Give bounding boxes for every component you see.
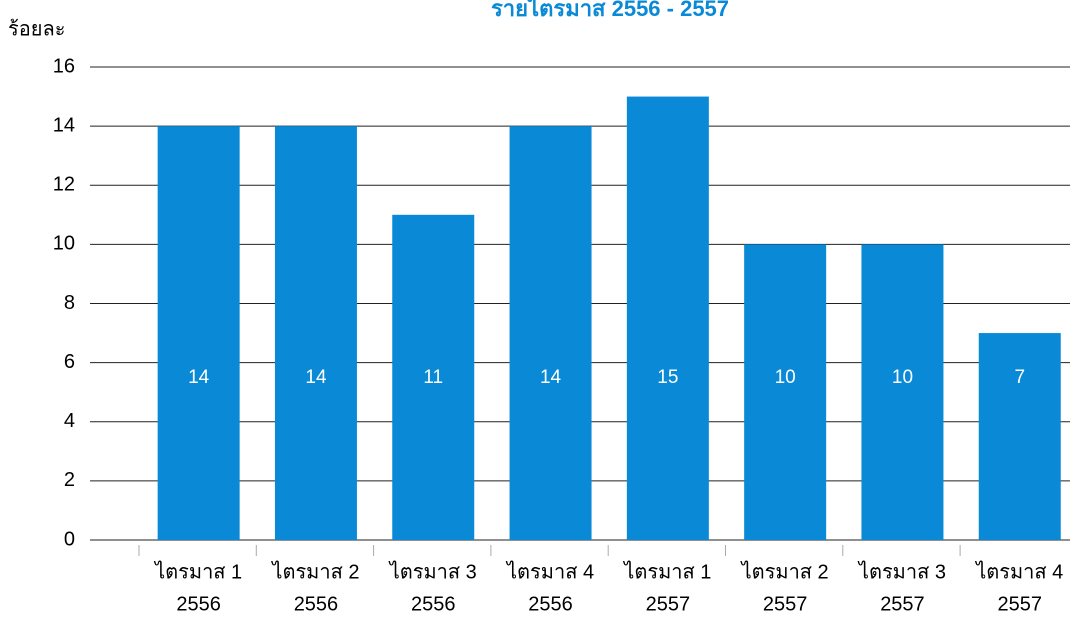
- chart-title: รายไตรมาส 2556 - 2557: [491, 0, 729, 21]
- value-label: 15: [657, 367, 678, 388]
- x-tick-label: 2557: [646, 593, 691, 615]
- y-tick-label: 4: [64, 410, 75, 432]
- x-tick-label: 2556: [411, 593, 456, 615]
- x-tick-label: ไตรมาส 3: [388, 560, 477, 583]
- y-tick-label: 14: [53, 114, 75, 136]
- bar: [392, 214, 475, 540]
- x-tick-label: ไตรมาส 2: [270, 560, 359, 583]
- y-tick-label: 6: [64, 351, 75, 373]
- value-label: 14: [305, 367, 327, 388]
- value-label: 11: [423, 367, 443, 388]
- bar: [861, 244, 944, 540]
- y-tick-label: 12: [53, 174, 75, 196]
- value-label: 10: [892, 367, 913, 388]
- bar: [626, 96, 709, 540]
- x-tick-label: ไตรมาส 3: [857, 560, 946, 583]
- y-tick-label: 0: [64, 528, 75, 550]
- value-label: 14: [540, 367, 562, 388]
- y-tick-label: 16: [53, 55, 75, 77]
- y-tick-label: 10: [53, 233, 75, 255]
- x-tick-label: 2557: [763, 593, 808, 615]
- bar: [274, 126, 357, 540]
- bar: [744, 244, 827, 540]
- x-tick-label: 2556: [294, 593, 339, 615]
- value-label: 14: [188, 367, 210, 388]
- bar: [509, 126, 592, 540]
- x-tick-label: ไตรมาส 1: [622, 560, 711, 583]
- y-tick-label: 8: [64, 292, 75, 314]
- x-tick-label: 2556: [176, 593, 221, 615]
- x-tick-label: 2557: [880, 593, 925, 615]
- x-tick-label: ไตรมาส 4: [974, 560, 1063, 583]
- bar: [978, 333, 1061, 540]
- x-tick-label: ไตรมาส 4: [505, 560, 594, 583]
- x-tick-label: 2556: [528, 593, 573, 615]
- y-tick-label: 2: [64, 469, 75, 491]
- x-tick-label: ไตรมาส 2: [740, 560, 829, 583]
- value-label: 10: [775, 367, 796, 388]
- bar: [157, 126, 240, 540]
- value-label: 7: [1014, 367, 1025, 388]
- y-axis-label: ร้อยละ: [8, 18, 65, 40]
- x-tick-label: ไตรมาส 1: [153, 560, 242, 583]
- x-tick-label: 2557: [998, 593, 1043, 615]
